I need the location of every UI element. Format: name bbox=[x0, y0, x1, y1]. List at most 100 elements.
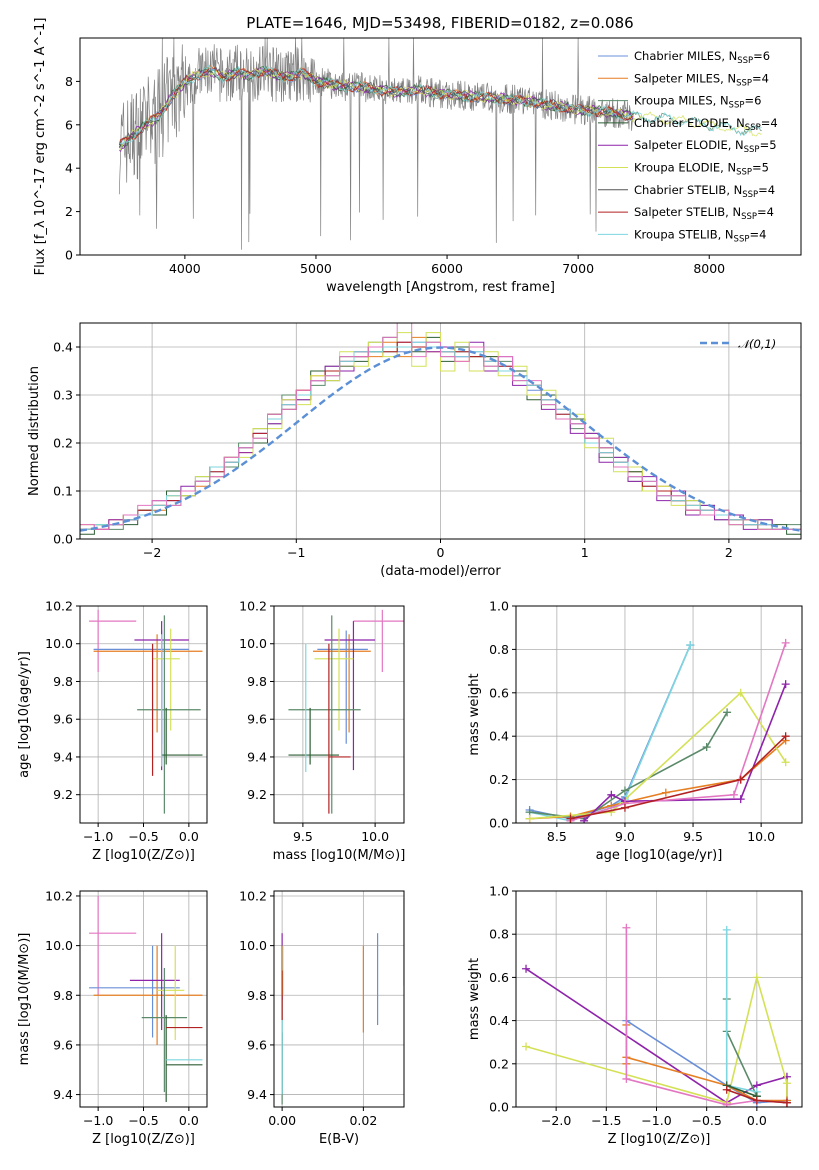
x-tick-label: 10.0 bbox=[361, 829, 389, 844]
legend-subscript: SSP bbox=[737, 56, 753, 66]
x-tick-label: 1 bbox=[581, 545, 589, 560]
mass-weight-marker bbox=[566, 814, 575, 823]
legend-subscript: SSP bbox=[736, 78, 752, 88]
x-tick-label: −1.0 bbox=[83, 829, 113, 844]
y-tick-label: 9.2 bbox=[247, 787, 267, 802]
gridlines bbox=[80, 605, 207, 823]
legend-entry: Chabrier STELIB, NSSP=4 bbox=[634, 183, 775, 200]
mass-weight-marker bbox=[781, 732, 790, 741]
y-axis-label: Flux [f_λ 10^-17 erg cm^-2 s^-1 A^-1] bbox=[33, 18, 48, 276]
y-tick-label: 4 bbox=[65, 161, 73, 176]
plot-area bbox=[89, 895, 203, 1103]
axes-frame bbox=[79, 37, 802, 256]
mass-weight-line bbox=[570, 642, 787, 822]
mass-weight-marker bbox=[522, 964, 531, 973]
x-tick-label: −2.0 bbox=[541, 1113, 571, 1128]
x-tick-label: 2 bbox=[725, 545, 733, 560]
y-tick-label: 9.8 bbox=[53, 674, 73, 689]
legend-entry: Chabrier ELODIE, NSSP=4 bbox=[634, 116, 778, 133]
legend-nssp-value: =6 bbox=[753, 49, 770, 63]
x-tick-label: −0.5 bbox=[691, 1113, 721, 1128]
legend-subscript: SSP bbox=[741, 212, 757, 222]
plot-area bbox=[89, 609, 203, 814]
x-tick-label: −0.5 bbox=[128, 1113, 158, 1128]
y-tick-label: 10.2 bbox=[45, 888, 73, 903]
x-tick-label: 0.02 bbox=[349, 1113, 377, 1128]
y-tick-label: 0.0 bbox=[53, 532, 73, 547]
mass-weight-marker bbox=[580, 816, 589, 823]
y-tick-label: 0.2 bbox=[489, 772, 509, 787]
y-tick-label: 0.3 bbox=[53, 388, 73, 403]
legend-nssp-value: =4 bbox=[757, 205, 774, 219]
axes-frame bbox=[273, 890, 405, 1108]
legend-nssp-value: =4 bbox=[758, 183, 775, 197]
y-tick-label: 9.4 bbox=[53, 749, 73, 764]
mass-weight-marker bbox=[781, 638, 790, 647]
x-tick-label: 6000 bbox=[431, 261, 463, 276]
spectrum-legend: Chabrier MILES, NSSP=6 Salpeter MILES, NS… bbox=[598, 49, 778, 244]
y-axis-label: mass weight bbox=[467, 673, 482, 755]
residuals-panel: −2 −1 0 1 2 0.0 0.1 0.2 0.3 0.4 (data-model)/error… bbox=[27, 322, 802, 579]
y-tick-label: 0.2 bbox=[53, 436, 73, 451]
x-tick-label: −1.0 bbox=[641, 1113, 671, 1128]
model-spectrum-line bbox=[119, 67, 762, 150]
mass-weight-line bbox=[726, 1084, 758, 1097]
x-axis-label: Z [log10(Z/Z⊙)] bbox=[608, 1132, 711, 1147]
axes-frame bbox=[79, 322, 802, 540]
mass-weight-marker bbox=[686, 641, 695, 650]
y-tick-label: 10.2 bbox=[239, 599, 267, 614]
y-tick-label: 0.6 bbox=[489, 685, 509, 700]
x-tick-label: 0.0 bbox=[179, 1113, 199, 1128]
y-tick-label: 0.1 bbox=[53, 484, 73, 499]
x-tick-label: 10.0 bbox=[747, 829, 775, 844]
model-spectrum-line bbox=[118, 67, 634, 149]
x-tick-label: 9.5 bbox=[293, 829, 313, 844]
plot-area bbox=[288, 609, 404, 814]
observed-spectrum-line bbox=[118, 38, 634, 250]
legend-subscript: SSP bbox=[742, 190, 758, 200]
x-tick-label: 8000 bbox=[693, 261, 725, 276]
legend-entry: Kroupa STELIB, NSSP=4 bbox=[634, 227, 766, 244]
legend-subscript: SSP bbox=[734, 234, 750, 244]
y-tick-label: 0.4 bbox=[489, 729, 509, 744]
y-tick-label: 0.0 bbox=[489, 1100, 509, 1115]
legend-entry: Kroupa MILES, NSSP=6 bbox=[634, 94, 761, 111]
x-tick-label: 0.00 bbox=[268, 1113, 296, 1128]
y-tick-label: 8 bbox=[65, 74, 73, 89]
legend-entry: Salpeter STELIB, NSSP=4 bbox=[634, 205, 774, 222]
x-tick-label: −1.0 bbox=[83, 1113, 113, 1128]
y-tick-label: 9.6 bbox=[53, 712, 73, 727]
mass-weight-marker bbox=[781, 758, 790, 767]
y-tick-label: 0.2 bbox=[489, 1056, 509, 1071]
axes-frame bbox=[515, 890, 803, 1108]
y-tick-label: 9.4 bbox=[247, 749, 267, 764]
y-tick-label: 0.8 bbox=[489, 642, 509, 657]
plot-area bbox=[281, 898, 404, 1105]
gridlines bbox=[516, 605, 802, 824]
y-tick-label: 10.2 bbox=[45, 599, 73, 614]
y-tick-label: 1.0 bbox=[489, 599, 509, 614]
model-spectrum-line bbox=[119, 64, 762, 145]
y-tick-label: 10.0 bbox=[45, 938, 73, 953]
y-tick-label: 10.0 bbox=[239, 938, 267, 953]
mass-weight-marker bbox=[622, 923, 631, 932]
y-tick-label: 9.6 bbox=[247, 1037, 267, 1052]
x-axis-label: wavelength [Angstrom, rest frame] bbox=[326, 280, 555, 295]
figure-title: PLATE=1646, MJD=53498, FIBERID=0182, z=0… bbox=[246, 14, 633, 32]
mass-weight-marker bbox=[782, 1079, 791, 1088]
mass-weight-marker bbox=[736, 795, 745, 804]
y-tick-label: 10.2 bbox=[239, 888, 267, 903]
x-tick-label: 0.0 bbox=[747, 1113, 767, 1128]
massweight-vs-metallicity-panel: −2.0 −1.5 −1.0 −0.5 0.0 0.0 0.2 0.4 0.6 0.8 1.0 Z [… bbox=[467, 884, 803, 1147]
y-tick-label: 0 bbox=[65, 248, 73, 263]
mass-weight-marker bbox=[522, 1042, 531, 1051]
y-tick-label: 0.8 bbox=[489, 927, 509, 942]
axes-frame bbox=[79, 605, 208, 824]
axes-frame bbox=[273, 605, 405, 824]
mass-weight-marker bbox=[702, 743, 711, 752]
legend-entry: Chabrier MILES, NSSP=6 bbox=[634, 49, 770, 66]
mass-weight-marker bbox=[620, 786, 629, 795]
y-tick-label: 0.6 bbox=[489, 970, 509, 985]
mass-vs-metallicity-panel: −1.0 −0.5 0.0 9.4 9.6 9.8 10.0 10.2 Z [log10(Z/Z… bbox=[17, 888, 208, 1147]
